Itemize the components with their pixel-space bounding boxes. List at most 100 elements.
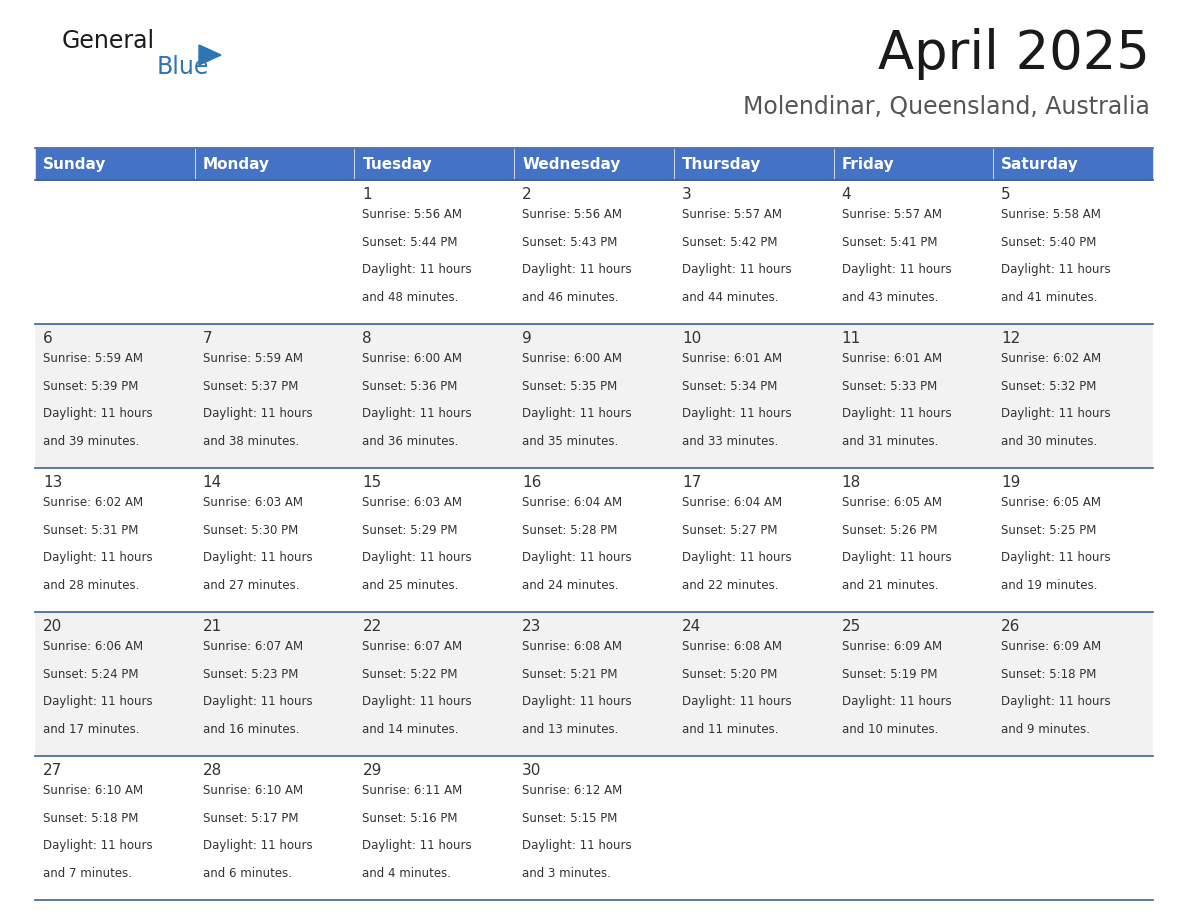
Text: and 11 minutes.: and 11 minutes.	[682, 722, 778, 736]
Text: and 17 minutes.: and 17 minutes.	[43, 722, 139, 736]
Text: Sunrise: 6:11 AM: Sunrise: 6:11 AM	[362, 784, 462, 797]
Text: Daylight: 11 hours: Daylight: 11 hours	[43, 695, 152, 709]
Text: 22: 22	[362, 619, 381, 634]
Text: Sunrise: 6:05 AM: Sunrise: 6:05 AM	[841, 496, 942, 509]
Text: 9: 9	[523, 331, 532, 346]
Bar	[674, 612, 834, 756]
Text: and 38 minutes.: and 38 minutes.	[203, 435, 299, 448]
Bar	[674, 148, 834, 180]
Text: Tuesday: Tuesday	[362, 156, 432, 172]
Bar	[834, 468, 993, 612]
Text: Sunset: 5:23 PM: Sunset: 5:23 PM	[203, 667, 298, 680]
Text: Sunset: 5:18 PM: Sunset: 5:18 PM	[1001, 667, 1097, 680]
Text: April 2025: April 2025	[878, 28, 1150, 80]
Bar	[195, 148, 354, 180]
Text: and 22 minutes.: and 22 minutes.	[682, 579, 778, 592]
Text: Thursday: Thursday	[682, 156, 762, 172]
Text: Daylight: 11 hours: Daylight: 11 hours	[682, 551, 791, 565]
Text: 13: 13	[43, 475, 63, 490]
Bar	[195, 468, 354, 612]
Text: and 28 minutes.: and 28 minutes.	[43, 579, 139, 592]
Text: Sunset: 5:42 PM: Sunset: 5:42 PM	[682, 236, 777, 249]
Text: Daylight: 11 hours: Daylight: 11 hours	[362, 551, 472, 565]
Text: and 21 minutes.: and 21 minutes.	[841, 579, 939, 592]
Bar	[354, 756, 514, 900]
Text: 17: 17	[682, 475, 701, 490]
Text: 28: 28	[203, 763, 222, 778]
Bar	[34, 148, 195, 180]
Bar	[993, 324, 1154, 468]
Text: and 30 minutes.: and 30 minutes.	[1001, 435, 1098, 448]
Bar	[354, 468, 514, 612]
Text: and 27 minutes.: and 27 minutes.	[203, 579, 299, 592]
Text: Daylight: 11 hours: Daylight: 11 hours	[1001, 695, 1111, 709]
Text: Sunrise: 6:09 AM: Sunrise: 6:09 AM	[1001, 640, 1101, 653]
Text: 16: 16	[523, 475, 542, 490]
Text: 7: 7	[203, 331, 213, 346]
Text: Sunrise: 5:59 AM: Sunrise: 5:59 AM	[203, 352, 303, 365]
Text: and 6 minutes.: and 6 minutes.	[203, 867, 292, 879]
Text: Daylight: 11 hours: Daylight: 11 hours	[362, 408, 472, 420]
Text: Sunrise: 6:06 AM: Sunrise: 6:06 AM	[43, 640, 143, 653]
Text: and 43 minutes.: and 43 minutes.	[841, 291, 939, 304]
Text: Wednesday: Wednesday	[523, 156, 620, 172]
Text: 26: 26	[1001, 619, 1020, 634]
Text: 3: 3	[682, 187, 691, 202]
Bar	[514, 756, 674, 900]
Text: and 24 minutes.: and 24 minutes.	[523, 579, 619, 592]
Text: Daylight: 11 hours: Daylight: 11 hours	[841, 695, 952, 709]
Text: Sunday: Sunday	[43, 156, 107, 172]
Bar	[354, 180, 514, 324]
Text: Sunset: 5:22 PM: Sunset: 5:22 PM	[362, 667, 457, 680]
Text: and 25 minutes.: and 25 minutes.	[362, 579, 459, 592]
Text: and 3 minutes.: and 3 minutes.	[523, 867, 611, 879]
Text: Daylight: 11 hours: Daylight: 11 hours	[523, 408, 632, 420]
Bar	[834, 180, 993, 324]
Text: Sunset: 5:43 PM: Sunset: 5:43 PM	[523, 236, 618, 249]
Text: Sunset: 5:36 PM: Sunset: 5:36 PM	[362, 380, 457, 393]
Text: Sunset: 5:24 PM: Sunset: 5:24 PM	[43, 667, 139, 680]
Text: and 33 minutes.: and 33 minutes.	[682, 435, 778, 448]
Text: Daylight: 11 hours: Daylight: 11 hours	[682, 695, 791, 709]
Text: and 9 minutes.: and 9 minutes.	[1001, 722, 1091, 736]
Text: Sunset: 5:33 PM: Sunset: 5:33 PM	[841, 380, 937, 393]
Text: 5: 5	[1001, 187, 1011, 202]
Text: Sunset: 5:20 PM: Sunset: 5:20 PM	[682, 667, 777, 680]
Bar	[674, 324, 834, 468]
Text: Sunrise: 5:59 AM: Sunrise: 5:59 AM	[43, 352, 143, 365]
Text: Sunset: 5:18 PM: Sunset: 5:18 PM	[43, 812, 138, 824]
Bar	[34, 180, 195, 324]
Text: and 19 minutes.: and 19 minutes.	[1001, 579, 1098, 592]
Text: 30: 30	[523, 763, 542, 778]
Text: 27: 27	[43, 763, 62, 778]
Text: Sunset: 5:40 PM: Sunset: 5:40 PM	[1001, 236, 1097, 249]
Text: 10: 10	[682, 331, 701, 346]
Text: 19: 19	[1001, 475, 1020, 490]
Text: Sunset: 5:17 PM: Sunset: 5:17 PM	[203, 812, 298, 824]
Text: Sunrise: 6:07 AM: Sunrise: 6:07 AM	[203, 640, 303, 653]
Text: Sunset: 5:37 PM: Sunset: 5:37 PM	[203, 380, 298, 393]
Bar	[674, 180, 834, 324]
Text: Sunrise: 6:08 AM: Sunrise: 6:08 AM	[523, 640, 623, 653]
Bar	[674, 468, 834, 612]
Text: 4: 4	[841, 187, 851, 202]
Text: Sunrise: 6:02 AM: Sunrise: 6:02 AM	[43, 496, 143, 509]
Text: and 31 minutes.: and 31 minutes.	[841, 435, 939, 448]
Text: Sunrise: 5:58 AM: Sunrise: 5:58 AM	[1001, 208, 1101, 221]
Text: Sunset: 5:39 PM: Sunset: 5:39 PM	[43, 380, 138, 393]
Text: Sunset: 5:44 PM: Sunset: 5:44 PM	[362, 236, 457, 249]
Text: Daylight: 11 hours: Daylight: 11 hours	[1001, 408, 1111, 420]
Text: Sunrise: 6:00 AM: Sunrise: 6:00 AM	[523, 352, 623, 365]
Text: Friday: Friday	[841, 156, 895, 172]
Text: 8: 8	[362, 331, 372, 346]
Bar	[354, 324, 514, 468]
Text: Sunset: 5:19 PM: Sunset: 5:19 PM	[841, 667, 937, 680]
Text: Sunset: 5:35 PM: Sunset: 5:35 PM	[523, 380, 618, 393]
Bar	[514, 180, 674, 324]
Text: and 4 minutes.: and 4 minutes.	[362, 867, 451, 879]
Text: and 36 minutes.: and 36 minutes.	[362, 435, 459, 448]
Bar	[34, 324, 195, 468]
Text: and 7 minutes.: and 7 minutes.	[43, 867, 132, 879]
Text: Saturday: Saturday	[1001, 156, 1079, 172]
Text: Sunrise: 6:07 AM: Sunrise: 6:07 AM	[362, 640, 462, 653]
